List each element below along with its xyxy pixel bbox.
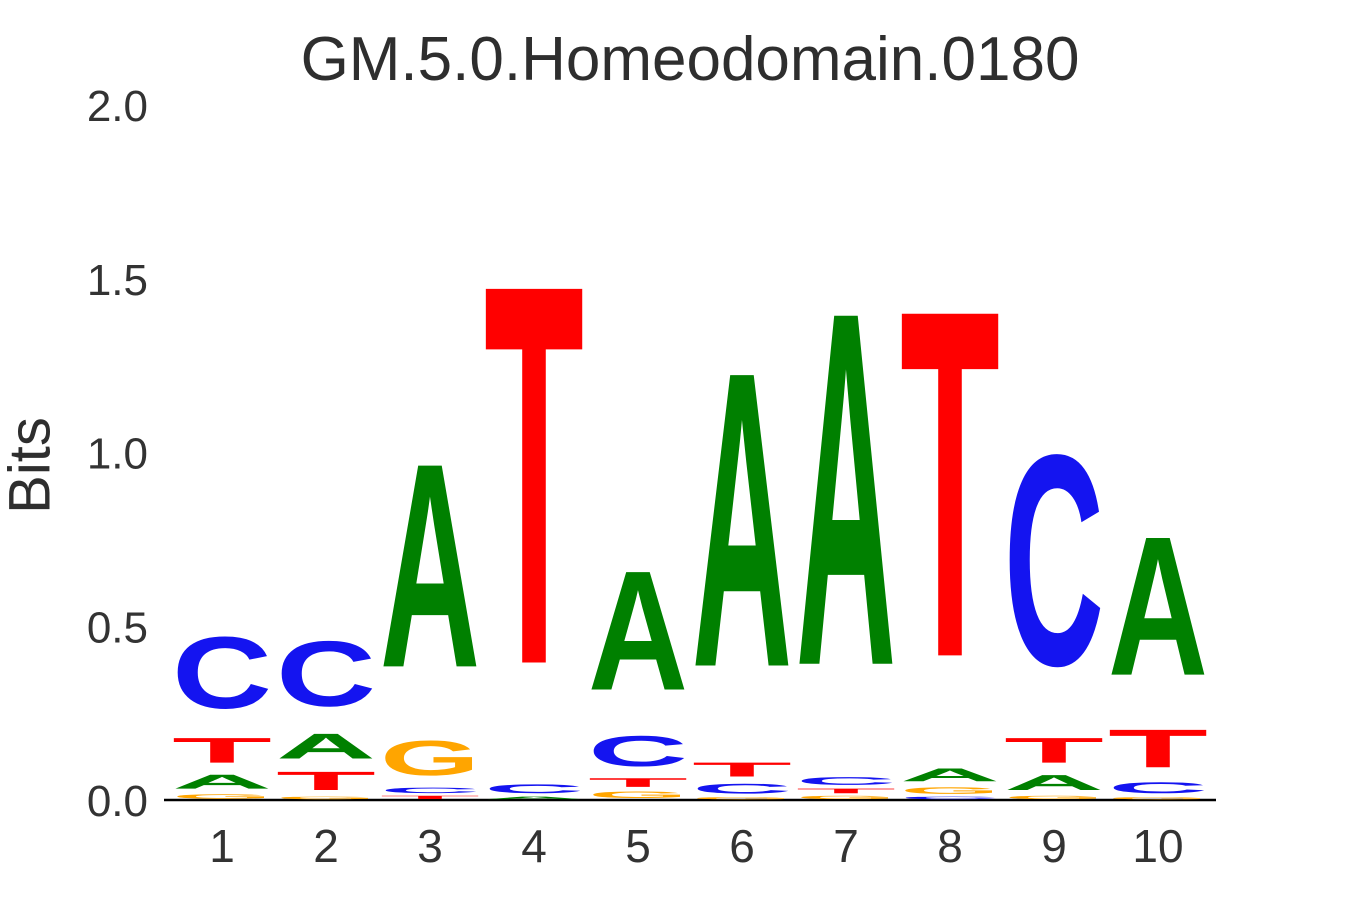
y-tick-label: 0.5 xyxy=(87,603,148,652)
logo-letter-C: C xyxy=(900,796,1000,800)
logo-letter-G: G xyxy=(796,795,896,800)
y-tick-label: 1.0 xyxy=(87,430,148,479)
logo-letter-T: T xyxy=(380,795,480,800)
logo-letter-A: A xyxy=(1108,496,1208,718)
logo-letter-G: G xyxy=(276,796,376,800)
logo-letter-C: C xyxy=(380,786,480,795)
logo-letter-C: C xyxy=(1108,779,1208,796)
x-tick-label: 2 xyxy=(313,820,339,872)
logo-letter-C: C xyxy=(484,782,584,796)
x-tick-label: 7 xyxy=(833,820,859,872)
logo-letter-T: T xyxy=(796,787,896,795)
x-tick-label: 5 xyxy=(625,820,651,872)
logo-letter-T: T xyxy=(1108,718,1208,779)
logo-letter-A: A xyxy=(796,205,896,771)
x-tick-label: 4 xyxy=(521,820,547,872)
logo-letter-T: T xyxy=(692,758,792,781)
x-tick-label: 6 xyxy=(729,820,755,872)
y-tick-label: 1.5 xyxy=(87,256,148,305)
logo-letter-A: A xyxy=(484,796,584,800)
logo-letter-C: C xyxy=(1004,392,1104,729)
logo-letter-C: C xyxy=(796,775,896,787)
logo-letter-A: A xyxy=(276,726,376,766)
logo-letter-T: T xyxy=(1004,731,1104,771)
logo-letter-A: A xyxy=(172,770,272,793)
logo-letter-G: G xyxy=(1108,797,1208,800)
logo-letter-T: T xyxy=(276,766,376,795)
chart-title: GM.5.0.Homeodomain.0180 xyxy=(300,25,1080,94)
logo-letter-A: A xyxy=(380,403,480,729)
logo-letter-T: T xyxy=(588,776,688,790)
x-tick-label: 1 xyxy=(209,820,235,872)
logo-letter-G: G xyxy=(588,790,688,800)
logo-letter-G: G xyxy=(380,730,480,786)
logo-letter-G: G xyxy=(692,797,792,800)
y-tick-label: 2.0 xyxy=(87,82,148,131)
logo-letter-G: G xyxy=(1004,795,1104,800)
logo-letter-C: C xyxy=(276,621,376,725)
logo-letter-A: A xyxy=(900,765,1000,786)
logo-letter-A: A xyxy=(692,284,792,756)
x-tick-label: 8 xyxy=(937,820,963,872)
x-tick-label: 9 xyxy=(1041,820,1067,872)
logo-letter-C: C xyxy=(172,615,272,729)
logo-letter-A: A xyxy=(1004,771,1104,795)
logo-letter-T: T xyxy=(484,171,584,778)
logo-letter-C: C xyxy=(588,727,688,776)
logo-letter-G: G xyxy=(172,793,272,800)
logo-letter-A: A xyxy=(588,535,688,726)
x-tick-label: 3 xyxy=(417,820,443,872)
x-tick-label: 10 xyxy=(1132,820,1183,872)
logo-letter-C: C xyxy=(692,781,792,797)
logo-letter-T: T xyxy=(900,207,1000,762)
y-tick-label: 0.0 xyxy=(87,777,148,826)
logo-letter-G: G xyxy=(900,786,1000,796)
logo-letter-T: T xyxy=(172,731,272,771)
